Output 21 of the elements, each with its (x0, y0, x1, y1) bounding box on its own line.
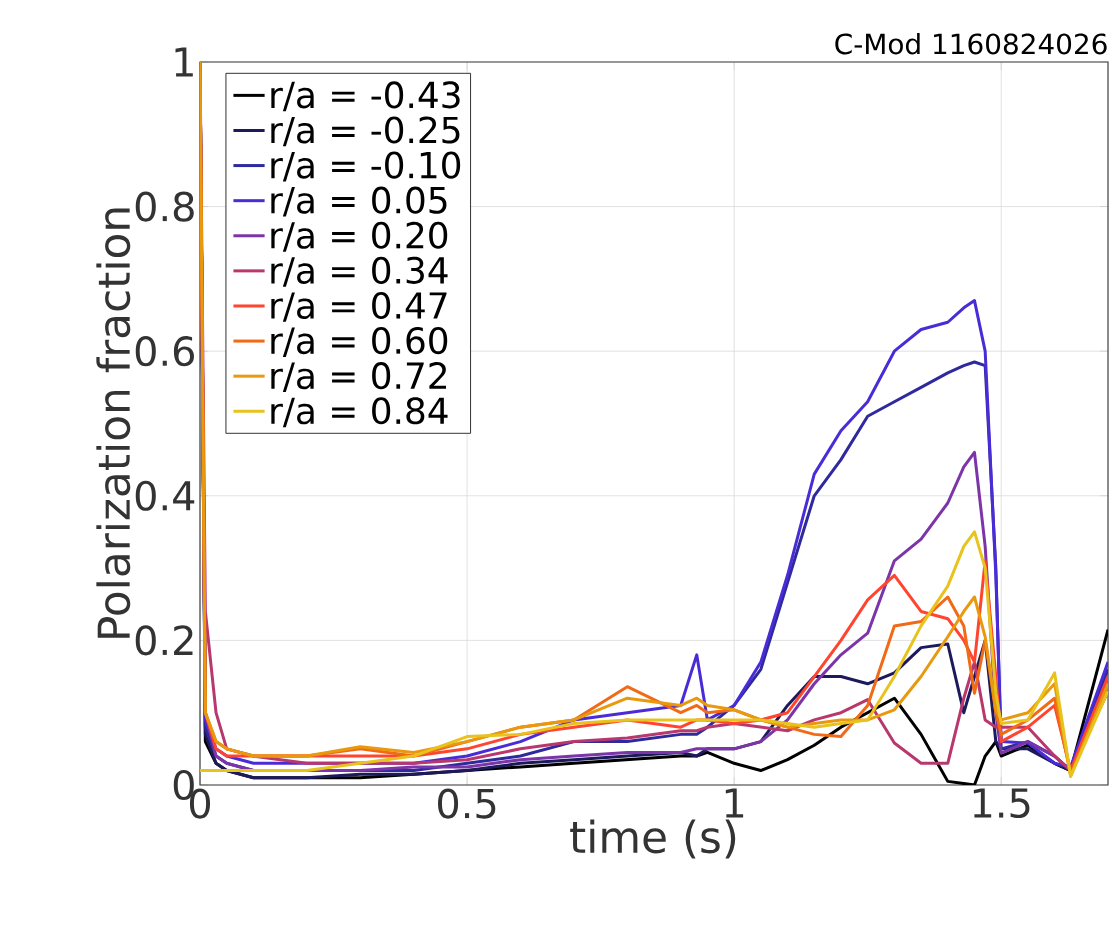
x-tick-label: 1 (725, 788, 744, 818)
x-tick-label: 1.5 (973, 788, 1030, 819)
legend-label: r/a = 0.84 (271, 397, 448, 428)
legend-label: r/a = 0.05 (271, 186, 447, 217)
legend-label: r/a = -0.25 (271, 116, 460, 147)
legend-label: r/a = -0.43 (271, 81, 460, 112)
legend-label: r/a = 0.60 (271, 327, 448, 357)
y-tick-label: 0.6 (135, 336, 194, 367)
chart-title: C-Mod 1160824026 (835, 32, 1107, 55)
legend-label: r/a = -0.10 (271, 151, 461, 182)
y-tick-label: 0.2 (135, 625, 193, 656)
x-tick-label: 0.5 (438, 788, 496, 819)
y-axis-title: Polarization fraction (96, 208, 131, 638)
x-axis-title: time (s) (570, 819, 736, 859)
legend-label: r/a = 0.34 (271, 256, 448, 287)
legend-label: r/a = 0.20 (271, 221, 448, 252)
legend-label: r/a = 0.47 (271, 291, 447, 322)
y-tick-label: 0.8 (135, 191, 194, 222)
y-tick-label: 1 (175, 47, 193, 77)
y-tick-label: 0.4 (135, 480, 195, 511)
legend-label: r/a = 0.72 (271, 362, 446, 393)
